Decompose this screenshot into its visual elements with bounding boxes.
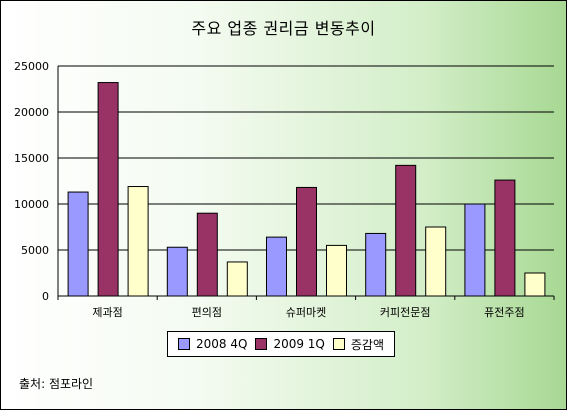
- bar-4-0: [464, 203, 486, 297]
- legend-item-change: 증감액: [332, 336, 384, 353]
- bar-1-0: [166, 246, 188, 297]
- chart-title: 주요 업종 권리금 변동추이: [191, 19, 376, 38]
- y-tick-label: 10000: [14, 198, 49, 211]
- y-tick-label: 20000: [14, 106, 49, 119]
- x-category-label: 퓨전주점: [484, 306, 524, 319]
- bar-2-0: [266, 236, 287, 297]
- bar-1-2: [226, 261, 248, 297]
- bar-0-2: [127, 186, 149, 297]
- legend-swatch-change: [332, 338, 345, 350]
- legend-item-2009-1q: 2009 1Q: [255, 337, 325, 351]
- legend: 2008 4Q 2009 1Q 증감액: [167, 331, 395, 357]
- bar-0-0: [67, 191, 89, 297]
- legend-label-2009-1q: 2009 1Q: [273, 337, 325, 351]
- y-tick-label: 5000: [21, 244, 49, 257]
- bar-1-1: [196, 212, 218, 297]
- legend-swatch-2008-4q: [178, 338, 190, 350]
- bar-4-1: [494, 179, 516, 297]
- x-category-label: 커피전문점: [380, 306, 431, 319]
- bar-3-1: [395, 164, 417, 297]
- y-tick-label: 0: [42, 290, 49, 303]
- bar-2-1: [296, 186, 317, 297]
- bar-4-2: [524, 272, 546, 297]
- legend-label-change: 증감액: [350, 337, 384, 352]
- y-tick-label: 25000: [14, 60, 49, 73]
- x-category-label: 슈퍼마켓: [286, 306, 326, 319]
- legend-item-2008-4q: 2008 4Q: [178, 337, 247, 351]
- source-note: 출처: 점포라인: [19, 377, 94, 391]
- bar-3-0: [365, 232, 387, 297]
- bar-2-2: [326, 244, 347, 297]
- x-category-label: 편의점: [192, 306, 222, 319]
- bar-0-1: [97, 82, 119, 297]
- legend-swatch-2009-1q: [255, 338, 268, 350]
- legend-label-2008-4q: 2008 4Q: [196, 337, 248, 351]
- bar-3-2: [425, 226, 447, 297]
- y-tick-label: 15000: [14, 152, 49, 165]
- x-category-label: 제과점: [92, 306, 122, 319]
